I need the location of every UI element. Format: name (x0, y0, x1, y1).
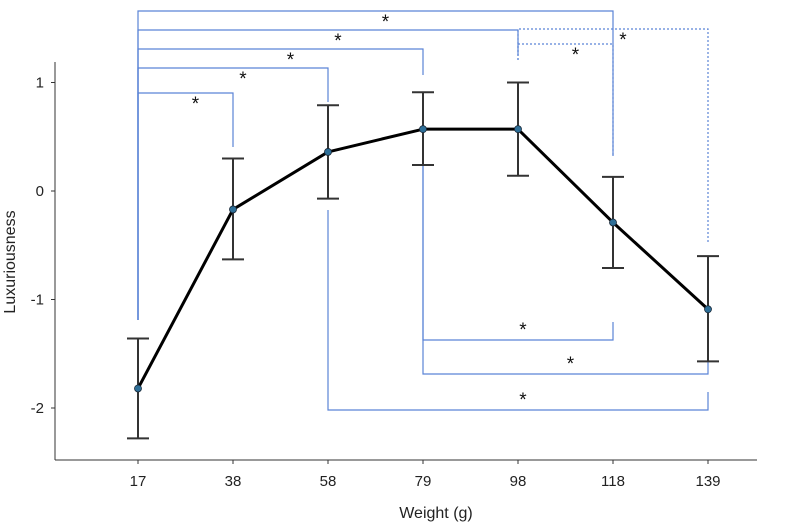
significance-label: * (239, 69, 247, 90)
y-tick-label: 1 (36, 75, 44, 92)
significance-label: * (334, 31, 342, 52)
data-point (134, 384, 142, 393)
x-tick-label: 98 (510, 473, 527, 490)
y-axis-label: Luxuriousness (2, 210, 19, 313)
data-point (229, 205, 237, 214)
significance-brackets: * * * * * * * * * * (137, 10, 709, 411)
data-point (704, 305, 712, 314)
significance-bracket (137, 10, 614, 320)
y-tick-label: -1 (31, 292, 44, 309)
significance-bracket (517, 28, 709, 242)
significance-label: * (287, 50, 295, 71)
significance-bracket (327, 210, 709, 411)
data-point (514, 125, 522, 134)
significance-label: * (519, 390, 527, 411)
x-axis-ticks: 17 38 58 79 98 118 139 (130, 460, 721, 490)
data-points (134, 125, 712, 393)
y-axis-ticks: 1 0 -1 -2 (31, 75, 55, 417)
significance-bracket (137, 92, 234, 320)
x-tick-label: 139 (695, 473, 720, 490)
significance-bracket (137, 48, 424, 320)
x-tick-label: 58 (320, 473, 337, 490)
x-tick-label: 79 (415, 473, 432, 490)
significance-label: * (567, 354, 575, 375)
x-tick-label: 118 (601, 473, 625, 490)
error-bars (127, 81, 719, 440)
significance-bracket (422, 140, 709, 375)
data-point (609, 218, 617, 227)
significance-label: * (192, 94, 200, 115)
x-tick-label: 17 (130, 473, 147, 490)
significance-label: * (572, 45, 580, 66)
x-tick-label: 38 (225, 473, 242, 490)
significance-bracket (517, 43, 614, 157)
significance-label: * (619, 30, 627, 51)
significance-label: * (382, 12, 390, 33)
data-point (419, 125, 427, 134)
data-point (324, 148, 332, 156)
y-tick-label: 0 (36, 183, 44, 200)
significance-label: * (519, 320, 527, 341)
y-tick-label: -2 (31, 400, 44, 417)
x-axis-label: Weight (g) (399, 505, 473, 522)
